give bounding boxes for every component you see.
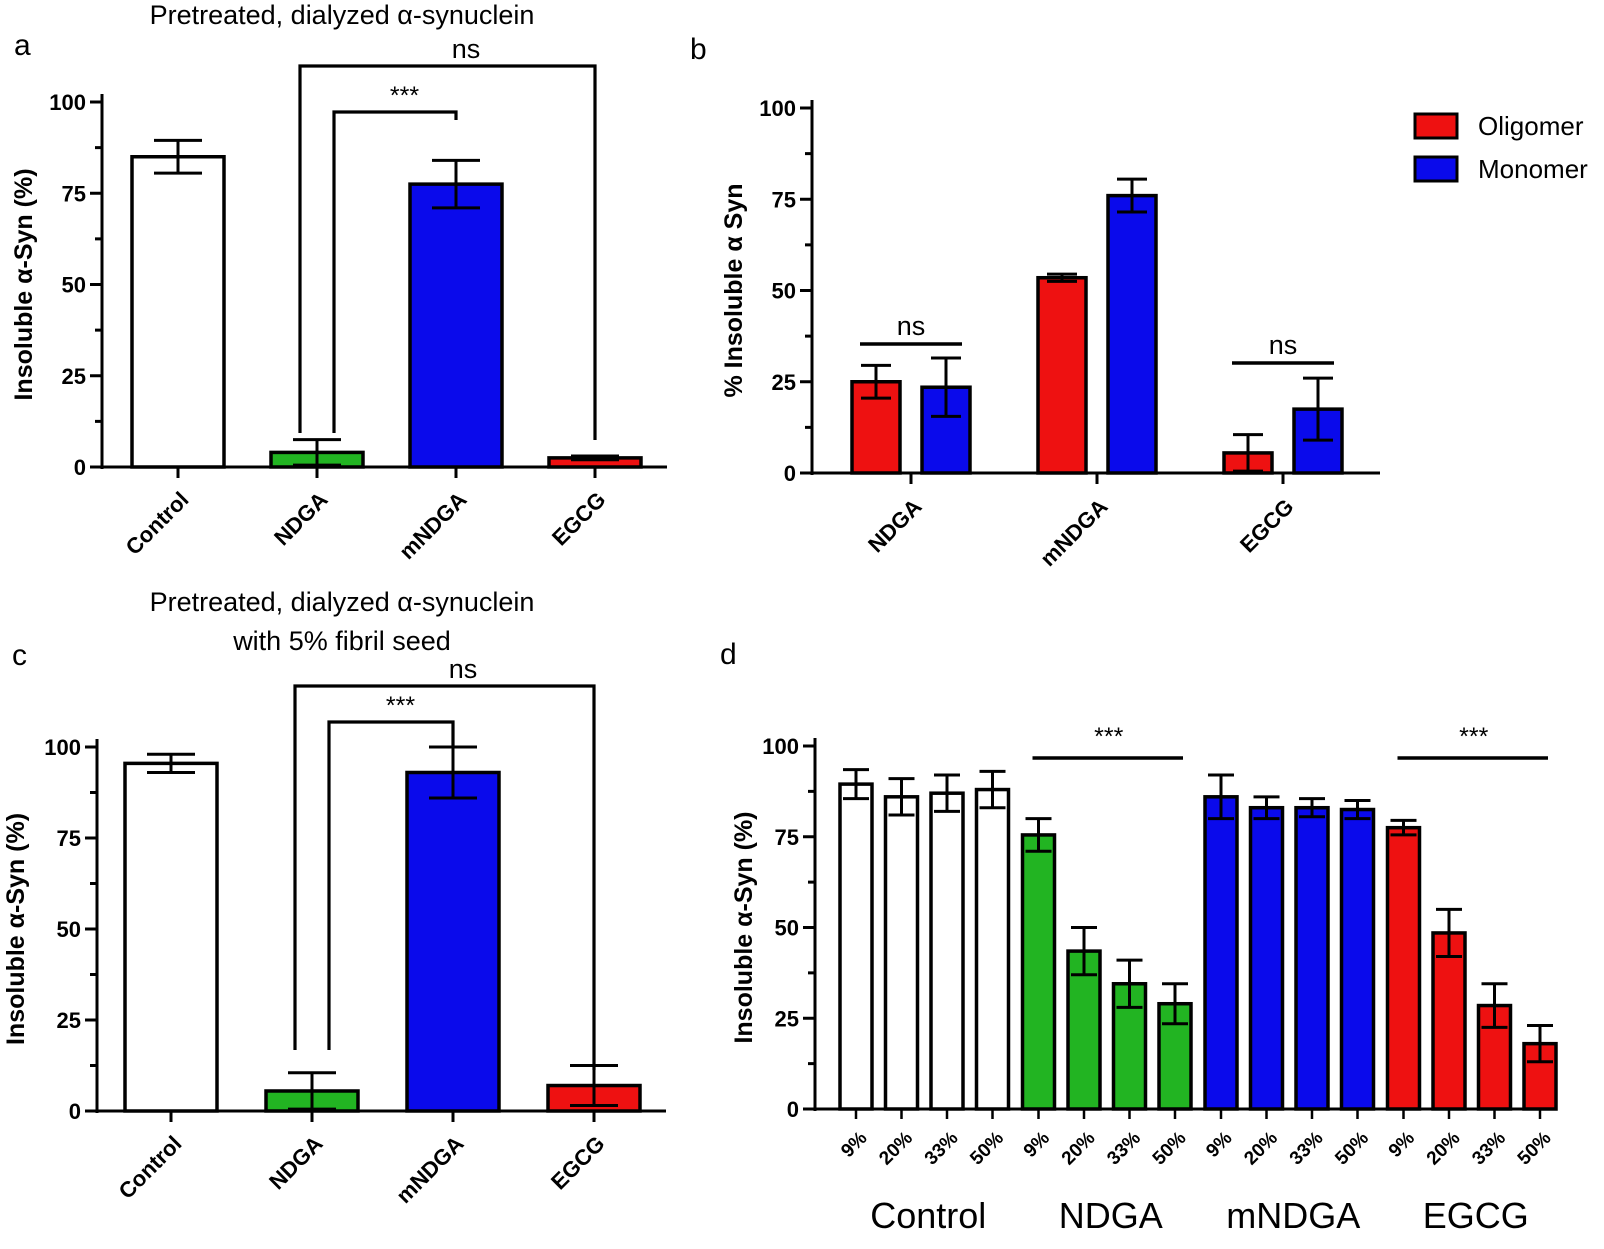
bar-a-mndga <box>408 182 504 469</box>
x-tick-label-d-ndga-33pct: 33% <box>1103 1128 1145 1170</box>
panel-label-b: b <box>690 33 707 66</box>
axis-b-y-tick-label: 50 <box>772 279 796 304</box>
legend-swatch-monomer <box>1413 155 1459 183</box>
bar-a-control <box>130 155 226 469</box>
axis-b-y-tick-label: 0 <box>784 461 796 486</box>
bar-d-egcg-33pct <box>1476 1003 1513 1111</box>
group-label-d-ndga: NDGA <box>1059 1195 1163 1236</box>
bar-d-egcg-9pct <box>1385 825 1422 1111</box>
x-tick-label-d-ndga-50pct: 50% <box>1149 1128 1191 1170</box>
axis-c-y-tick-label: 50 <box>57 917 81 942</box>
axis-d-y-tick-label: 75 <box>775 825 799 850</box>
x-tick-label-c-mndga: mNDGA <box>391 1131 468 1208</box>
panel-label-c: c <box>12 639 27 672</box>
legend-label-oligomer: Oligomer <box>1478 111 1584 141</box>
x-tick-label-d-egcg-9pct: 9% <box>1385 1128 1419 1162</box>
bracket-label-c-ns: ns <box>449 654 478 684</box>
x-tick-label-d-egcg-33pct: 33% <box>1468 1128 1510 1170</box>
bar-d-mndga-9pct <box>1203 795 1239 1111</box>
axis-a-y-tick-label: 75 <box>62 181 86 206</box>
bracket-c-ns <box>293 684 596 1070</box>
bar-d-egcg-20pct <box>1431 931 1467 1111</box>
chart-title-c: Pretreated, dialyzed α-synuclein <box>150 587 535 617</box>
x-tick-label-d-mndga-20pct: 20% <box>1240 1128 1282 1170</box>
axis-d-y-tick-label: 25 <box>775 1006 799 1031</box>
panel-label-a: a <box>14 29 31 62</box>
bracket-c-sig <box>327 720 455 1050</box>
x-tick-label-d-mndga-9pct: 9% <box>1202 1128 1236 1162</box>
bar-d-ndga-9pct <box>1020 833 1057 1111</box>
bar-d-mndga-33pct <box>1294 805 1330 1111</box>
axis-d-y-tick-label: 100 <box>762 734 799 759</box>
x-tick-label-d-control-50pct: 50% <box>966 1128 1008 1170</box>
axis-a-y-tick-label: 25 <box>62 364 86 389</box>
group-label-d-control: Control <box>870 1195 986 1236</box>
axis-a-y-tick-label: 50 <box>62 273 86 298</box>
axis-c-y-tick-label: 25 <box>57 1008 81 1033</box>
x-tick-label-b-egcg: EGCG <box>1235 494 1298 557</box>
bar-d-control-33pct <box>929 791 965 1111</box>
y-axis-label-c: Insoluble α-Syn (%) <box>2 813 30 1045</box>
chart-title-a: Pretreated, dialyzed α-synuclein <box>150 0 535 30</box>
x-tick-label-a-egcg: EGCG <box>547 487 610 550</box>
legend-label-monomer: Monomer <box>1478 154 1588 184</box>
bracket-label-a-sig: *** <box>390 82 419 110</box>
x-tick-label-d-mndga-50pct: 50% <box>1331 1128 1373 1170</box>
x-tick-label-c-egcg: EGCG <box>546 1131 609 1194</box>
bracket-a-sig <box>332 110 458 433</box>
bar-c-mndga <box>405 770 501 1113</box>
x-tick-label-a-control: Control <box>121 487 194 560</box>
axis-a-y-tick-label: 100 <box>49 90 86 115</box>
group-label-d-egcg: EGCG <box>1423 1195 1529 1236</box>
x-tick-label-a-mndga: mNDGA <box>394 487 471 564</box>
x-tick-label-d-egcg-20pct: 20% <box>1423 1128 1465 1170</box>
sig-label-d-ndga: *** <box>1094 723 1123 751</box>
x-tick-label-d-egcg-50pct: 50% <box>1514 1128 1556 1170</box>
axis-b-y-tick-label: 100 <box>759 96 796 121</box>
x-tick-label-d-ndga-20pct: 20% <box>1058 1128 1100 1170</box>
bracket-label-c-sig: *** <box>386 692 415 720</box>
x-tick-label-d-control-33pct: 33% <box>921 1128 963 1170</box>
panel-label-d: d <box>720 638 737 671</box>
bar-b-mndga-monomer <box>1106 193 1158 475</box>
axis-d-y-tick-label: 50 <box>775 916 799 941</box>
x-tick-label-d-control-20pct: 20% <box>875 1128 917 1170</box>
x-tick-label-b-mndga: mNDGA <box>1035 494 1112 571</box>
axis-d-y-tick-label: 0 <box>787 1097 799 1122</box>
bar-c-control <box>123 761 219 1113</box>
bar-d-control-9pct <box>838 782 874 1111</box>
bracket-a-ns <box>298 64 597 440</box>
bar-d-control-20pct <box>883 795 920 1111</box>
axis-b-y-tick-label: 75 <box>772 187 796 212</box>
group-label-d-mndga: mNDGA <box>1226 1195 1360 1236</box>
bar-b-ndga-monomer <box>920 385 972 475</box>
y-axis-label-b: % Insoluble α Syn <box>720 183 748 397</box>
x-tick-label-d-ndga-9pct: 9% <box>1020 1128 1054 1162</box>
x-tick-label-d-mndga-33pct: 33% <box>1286 1128 1328 1170</box>
x-tick-label-b-ndga: NDGA <box>863 494 927 558</box>
y-axis-label-a: Insoluble α-Syn (%) <box>10 168 38 400</box>
axis-c-y-tick-label: 100 <box>44 735 81 760</box>
axis-c-y-tick-label: 75 <box>57 826 81 851</box>
bar-d-mndga-20pct <box>1248 805 1285 1111</box>
sig-label-b-ndga: ns <box>897 311 926 341</box>
bar-d-mndga-50pct <box>1339 807 1376 1111</box>
x-tick-label-c-ndga: NDGA <box>264 1131 328 1195</box>
x-tick-label-a-ndga: NDGA <box>269 487 333 551</box>
legend-swatch-oligomer <box>1413 112 1459 140</box>
y-axis-label-d: Insoluble α-Syn (%) <box>730 811 758 1043</box>
axis-a-y-tick-label: 0 <box>74 455 86 480</box>
sig-label-d-egcg: *** <box>1459 723 1488 751</box>
axis-c-y-tick-label: 0 <box>69 1099 81 1124</box>
bar-d-control-50pct <box>974 787 1011 1111</box>
axis-b-y-tick-label: 25 <box>772 370 796 395</box>
bracket-label-a-ns: ns <box>452 34 481 64</box>
x-tick-label-d-control-9pct: 9% <box>837 1128 871 1162</box>
chart-subtitle-c: with 5% fibril seed <box>232 626 451 656</box>
x-tick-label-c-control: Control <box>114 1131 187 1204</box>
sig-label-b-egcg: ns <box>1269 330 1298 360</box>
bar-b-mndga-oligomer <box>1036 275 1088 475</box>
